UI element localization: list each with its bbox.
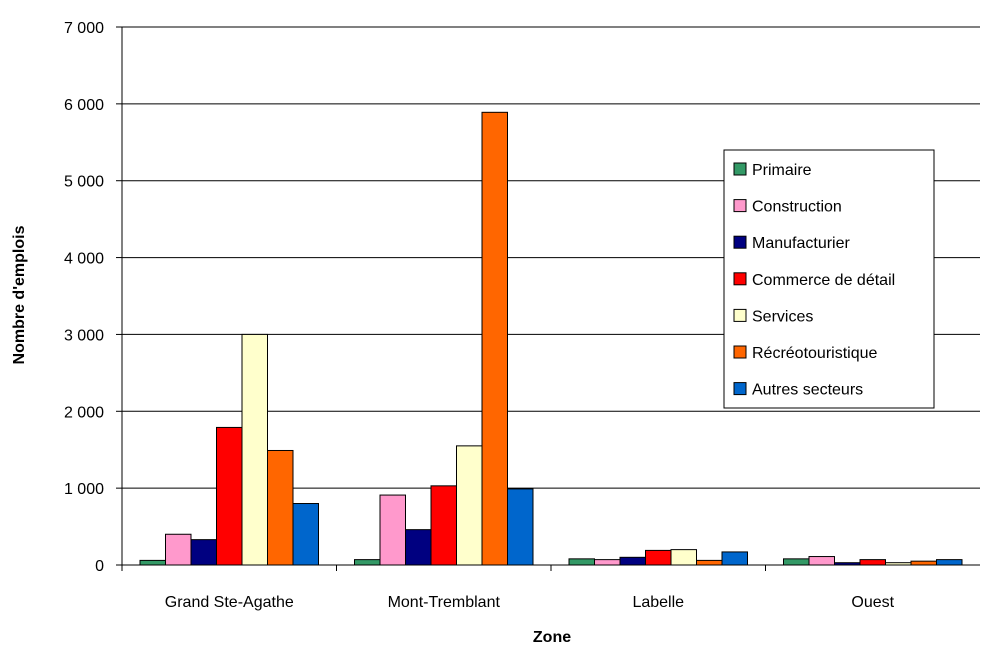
y-tick-label: 0	[95, 558, 104, 575]
bar-manufacturier-labelle	[619, 556, 646, 566]
bar-primaire-mont-tremblant	[354, 559, 381, 566]
bar-commerce-de-detail-labelle	[645, 549, 672, 566]
legend-swatch-construction	[733, 199, 747, 213]
legend-swatch-services	[733, 308, 747, 322]
category-label-ouest: Ouest	[851, 594, 894, 611]
y-axis-title: Nombre d'emplois	[11, 225, 28, 364]
category-label-labelle: Labelle	[632, 594, 684, 611]
y-tick-label: 1 000	[64, 481, 104, 498]
bars	[139, 111, 963, 566]
y-tick-label: 3 000	[64, 327, 104, 344]
bar-autres-secteurs-grand-ste-agathe	[292, 503, 319, 566]
legend: Primaire Construction Manufacturier Commerc…	[723, 149, 935, 409]
bar-recreotouristique-ouest	[910, 560, 937, 566]
y-tick-label: 6 000	[64, 97, 104, 114]
legend-label-services: Services	[752, 308, 813, 325]
bar-services-grand-ste-agathe	[241, 333, 268, 566]
bar-manufacturier-mont-tremblant	[405, 529, 432, 566]
legend-swatch-recreotouristique	[733, 345, 747, 359]
bar-commerce-de-detail-grand-ste-agathe	[216, 426, 243, 566]
bar-recreotouristique-labelle	[696, 559, 723, 566]
bar-commerce-de-detail-ouest	[859, 559, 886, 566]
legend-label-autres-secteurs: Autres secteurs	[752, 382, 863, 399]
bar-manufacturier-grand-ste-agathe	[190, 539, 217, 566]
x-axis-categories: Grand Ste-Agathe Mont-Tremblant Labelle Oue…	[121, 565, 895, 611]
y-tick-label: 4 000	[64, 251, 104, 268]
bar-recreotouristique-grand-ste-agathe	[267, 449, 294, 566]
legend-swatch-primaire	[733, 162, 747, 176]
bar-autres-secteurs-mont-tremblant	[507, 488, 534, 566]
bar-services-mont-tremblant	[456, 445, 483, 566]
bar-services-labelle	[670, 549, 697, 566]
bar-construction-labelle	[594, 559, 621, 566]
bar-construction-grand-ste-agathe	[165, 533, 192, 566]
y-tick-label: 5 000	[64, 174, 104, 191]
bar-primaire-grand-ste-agathe	[139, 559, 166, 566]
legend-swatch-manufacturier	[733, 235, 747, 249]
legend-swatch-autres-secteurs	[733, 382, 747, 396]
legend-label-commerce-de-detail: Commerce de détail	[752, 272, 895, 289]
y-axis-ticks: 0 1 000 2 000 3 000 4 000 5 000 6 000 7 000	[64, 20, 122, 575]
y-tick-label: 2 000	[64, 404, 104, 421]
legend-label-manufacturier: Manufacturier	[752, 235, 850, 252]
x-axis-title: Zone	[533, 629, 571, 646]
legend-box	[723, 149, 935, 409]
legend-swatch-commerce-de-detail	[733, 272, 747, 286]
bar-recreotouristique-mont-tremblant	[481, 111, 508, 566]
legend-label-primaire: Primaire	[752, 162, 812, 179]
bar-primaire-labelle	[568, 558, 595, 566]
bar-autres-secteurs-labelle	[721, 551, 748, 566]
bar-construction-ouest	[808, 556, 835, 566]
category-label-mont-tremblant: Mont-Tremblant	[388, 594, 501, 611]
y-tick-label: 7 000	[64, 20, 104, 37]
bar-commerce-de-detail-mont-tremblant	[430, 485, 457, 566]
legend-label-construction: Construction	[752, 199, 842, 216]
bar-primaire-ouest	[783, 558, 810, 566]
legend-label-recreotouristique: Récréotouristique	[752, 345, 878, 362]
bar-autres-secteurs-ouest	[936, 559, 963, 566]
bar-construction-mont-tremblant	[379, 494, 406, 566]
category-label-grand-ste-agathe: Grand Ste-Agathe	[165, 594, 294, 611]
